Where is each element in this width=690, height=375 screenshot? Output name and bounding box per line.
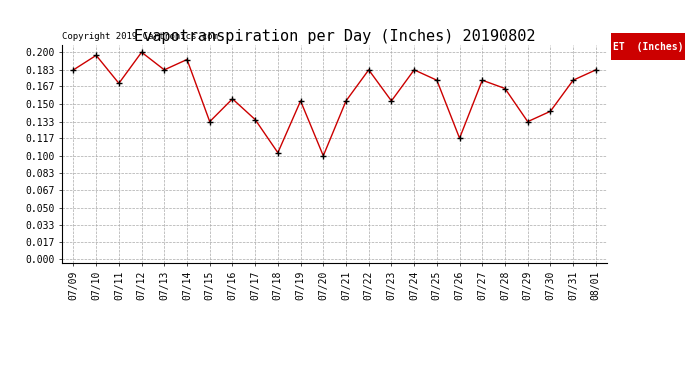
Text: Copyright 2019 Cartronics.com: Copyright 2019 Cartronics.com [62, 32, 218, 40]
Title: Evapotranspiration per Day (Inches) 20190802: Evapotranspiration per Day (Inches) 2019… [134, 29, 535, 44]
Text: ET  (Inches): ET (Inches) [613, 42, 683, 51]
